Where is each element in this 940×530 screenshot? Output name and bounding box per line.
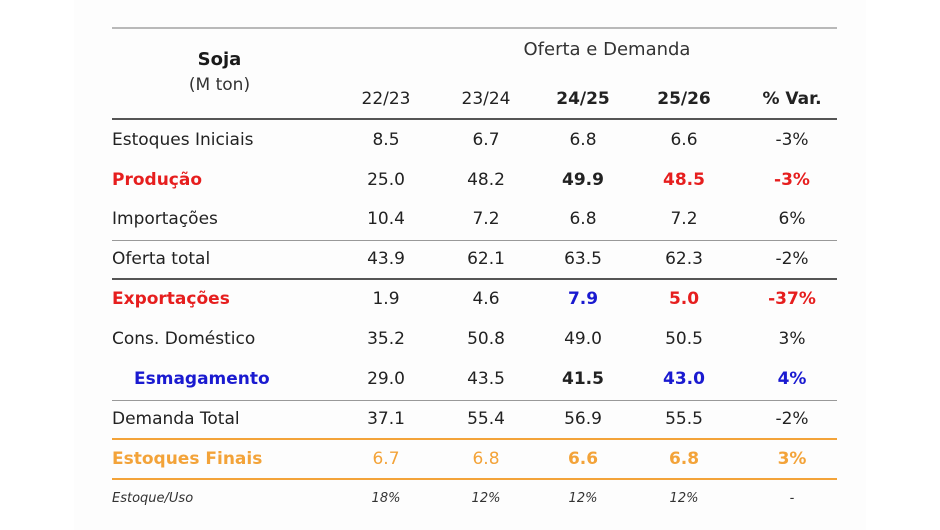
cell: 55.4 [467, 409, 505, 429]
cell: 7.9 [567, 289, 599, 309]
table-title: Soja [197, 49, 242, 70]
cell: 7.2 [670, 209, 698, 229]
row-rule [112, 400, 837, 401]
cell: 6.7 [372, 449, 400, 469]
cell: 29.0 [367, 369, 405, 389]
cell: 35.2 [367, 329, 405, 349]
cell: 55.5 [665, 409, 703, 429]
cell: 4.6 [472, 289, 500, 309]
row-label: Oferta total [112, 249, 211, 269]
row-label: Esmagamento [134, 369, 270, 389]
cell: 6.7 [472, 130, 500, 150]
cell: 6.8 [472, 449, 500, 469]
orange-rule-bottom [112, 478, 837, 480]
cell: 6.6 [670, 130, 698, 150]
cell: 3% [777, 449, 807, 469]
row-label: Demanda Total [112, 409, 240, 429]
table-row-esmagamento: Esmagamento 29.0 43.5 41.5 43.0 4% [112, 360, 837, 400]
cell: 62.3 [665, 249, 703, 269]
cell: 18% [371, 491, 401, 506]
table-row-exportacoes: Exportações 1.9 4.6 7.9 5.0 -37% [112, 280, 837, 320]
cell: 6.8 [668, 449, 700, 469]
cell: 56.9 [564, 409, 602, 429]
table-row-estoques-iniciais: Estoques Iniciais 8.5 6.7 6.8 6.6 -3% [112, 121, 837, 161]
cell: 63.5 [564, 249, 602, 269]
cell: -37% [768, 289, 816, 309]
cell: -3% [775, 130, 809, 150]
cell: 43.5 [467, 369, 505, 389]
row-label: Estoques Iniciais [112, 130, 254, 150]
cell: 12% [471, 491, 501, 506]
col-header-2526: 25/26 [657, 89, 711, 109]
cell: 48.2 [467, 170, 505, 190]
cell: 6.6 [567, 449, 599, 469]
cell: -2% [775, 409, 809, 429]
cell: 43.9 [367, 249, 405, 269]
table-unit: (M ton) [188, 75, 251, 95]
table-row-importacoes: Importações 10.4 7.2 6.8 7.2 6% [112, 200, 837, 240]
orange-rule-top [112, 438, 837, 440]
row-rule [112, 240, 837, 241]
table-row-demanda-total: Demanda Total 37.1 55.4 56.9 55.5 -2% [112, 400, 837, 440]
cell: - [789, 491, 795, 506]
figure-background [74, 0, 866, 530]
cell: 50.8 [467, 329, 505, 349]
table-header: Soja (M ton) Oferta e Demanda 22/23 23/2… [112, 27, 837, 119]
group-header: Oferta e Demanda [523, 39, 691, 60]
cell: 41.5 [562, 369, 604, 389]
cell: 12% [568, 491, 598, 506]
cell: 3% [778, 329, 806, 349]
col-header-2223: 22/23 [361, 89, 411, 109]
cell: -3% [774, 170, 810, 190]
cell: 5.0 [668, 289, 700, 309]
table-row-estoques-finais: Estoques Finais 6.7 6.8 6.6 6.8 3% [112, 440, 837, 480]
cell: 62.1 [467, 249, 505, 269]
row-label: Estoque/Uso [112, 491, 194, 506]
cell: 6.8 [569, 209, 597, 229]
cell: 12% [669, 491, 699, 506]
table-row-oferta-total: Oferta total 43.9 62.1 63.5 62.3 -2% [112, 240, 837, 280]
cell: 49.0 [564, 329, 602, 349]
cell: 43.0 [663, 369, 705, 389]
cell: 8.5 [372, 130, 400, 150]
section-rule [112, 278, 837, 280]
col-header-var: % Var. [762, 89, 822, 109]
cell: 10.4 [367, 209, 405, 229]
header-rule [112, 118, 837, 120]
cell: 48.5 [663, 170, 705, 190]
row-label: Estoques Finais [112, 449, 263, 469]
cell: 25.0 [367, 170, 405, 190]
row-label: Exportações [112, 289, 230, 309]
cell: 6% [778, 209, 806, 229]
cell: 49.9 [562, 170, 604, 190]
cell: 6.8 [569, 130, 597, 150]
top-rule [112, 27, 837, 29]
row-label: Importações [112, 209, 218, 229]
col-header-2425: 24/25 [556, 89, 610, 109]
cell: 7.2 [472, 209, 500, 229]
row-label: Cons. Doméstico [112, 329, 256, 349]
cell: 4% [777, 369, 807, 389]
row-label: Produção [112, 170, 203, 190]
cell: -2% [775, 249, 809, 269]
cell: 1.9 [372, 289, 400, 309]
table-row-estoque-uso: Estoque/Uso 18% 12% 12% 12% - [112, 480, 837, 512]
col-header-2324: 23/24 [461, 89, 511, 109]
table-row-cons-domestico: Cons. Doméstico 35.2 50.8 49.0 50.5 3% [112, 320, 837, 360]
table-row-producao: Produção 25.0 48.2 49.9 48.5 -3% [112, 161, 837, 201]
cell: 37.1 [367, 409, 405, 429]
cell: 50.5 [665, 329, 703, 349]
